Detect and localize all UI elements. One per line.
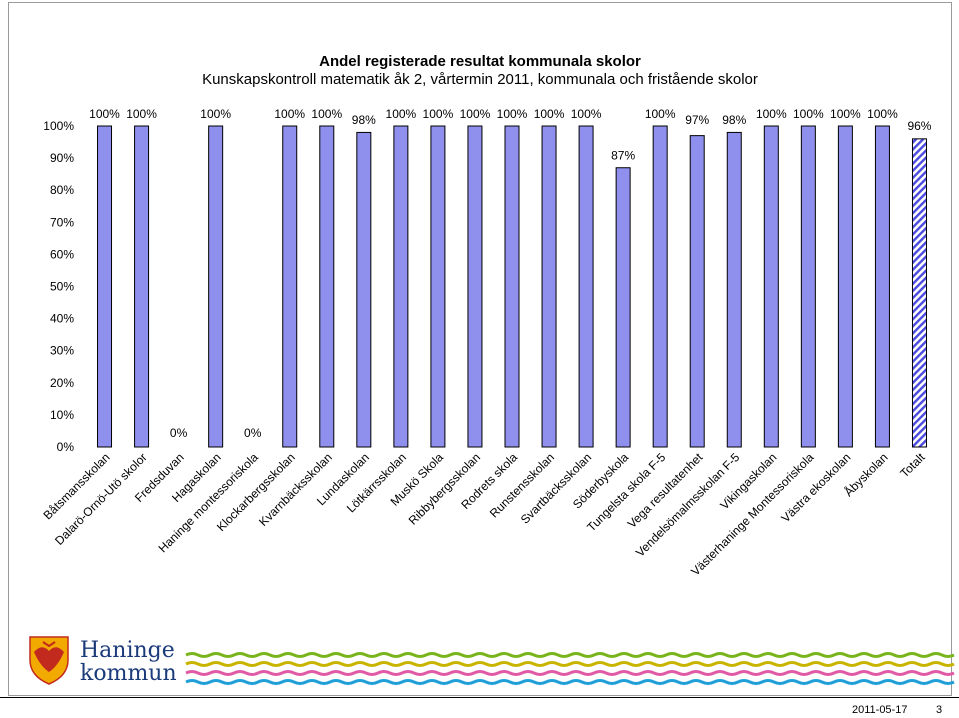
data-label: 100% xyxy=(386,107,417,121)
bar xyxy=(430,125,446,448)
data-label: 0% xyxy=(244,426,262,440)
bar xyxy=(652,125,668,448)
bar xyxy=(763,125,779,448)
data-label: 100% xyxy=(756,107,787,121)
bar xyxy=(800,125,816,448)
bar xyxy=(356,131,372,448)
data-label: 100% xyxy=(311,107,342,121)
data-label: 97% xyxy=(685,113,709,127)
data-label: 100% xyxy=(126,107,157,121)
y-tick-label: 0% xyxy=(57,440,75,454)
data-label: 100% xyxy=(497,107,528,121)
data-label: 98% xyxy=(352,113,376,127)
data-label: 100% xyxy=(274,107,305,121)
y-tick-label: 60% xyxy=(50,247,74,261)
bar xyxy=(689,135,705,448)
data-label: 0% xyxy=(170,426,188,440)
bar xyxy=(837,125,853,448)
y-tick-label: 30% xyxy=(50,344,74,358)
bar xyxy=(134,125,150,448)
bar xyxy=(393,125,409,448)
data-labels: 100% 100% 0% 100% 0% 100% 100% 98% 100% 100% 100% 1… xyxy=(89,107,932,440)
data-label: 100% xyxy=(793,107,824,121)
data-label: 100% xyxy=(200,107,231,121)
coat-of-arms-icon xyxy=(29,636,69,685)
bar xyxy=(578,125,594,448)
data-label: 100% xyxy=(89,107,120,121)
bar xyxy=(504,125,520,448)
data-label: 100% xyxy=(534,107,565,121)
bar xyxy=(541,125,557,448)
x-tick-label: Båtsmansskolan xyxy=(40,450,112,522)
data-label: 100% xyxy=(645,107,676,121)
bar xyxy=(319,125,335,448)
bar xyxy=(97,125,113,448)
data-label: 100% xyxy=(867,107,898,121)
bar xyxy=(726,131,742,448)
page-number: 3 xyxy=(936,704,943,716)
bar xyxy=(874,125,890,448)
chart-frame xyxy=(8,2,952,696)
data-label: 98% xyxy=(722,113,746,127)
decorative-waves xyxy=(185,652,955,685)
logo-line1: Haninge xyxy=(80,638,175,663)
y-tick-label: 90% xyxy=(50,151,74,165)
haninge-logo: Haninge kommun xyxy=(29,636,177,686)
wave-stripe xyxy=(185,679,955,685)
x-tick-label: Totalt xyxy=(897,450,928,481)
chart-title: Andel registerade resultat kommunala sko… xyxy=(319,53,641,70)
data-label: 100% xyxy=(571,107,602,121)
data-label: 87% xyxy=(611,149,635,163)
wave-stripe xyxy=(185,661,955,667)
x-tick-label: Runstensskolan xyxy=(487,450,557,520)
y-tick-label: 80% xyxy=(50,183,74,197)
footer-date: 2011-05-17 xyxy=(852,704,908,716)
data-label: 100% xyxy=(460,107,491,121)
footer-divider xyxy=(0,697,959,698)
bar xyxy=(282,125,298,448)
logo-line2: kommun xyxy=(80,661,177,686)
bars xyxy=(97,125,927,448)
y-tick-label: 40% xyxy=(50,312,74,326)
bar xyxy=(615,167,631,448)
y-tick-label: 70% xyxy=(50,215,74,229)
y-tick-label: 100% xyxy=(43,119,74,133)
data-label: 100% xyxy=(423,107,454,121)
bar-total xyxy=(911,138,927,448)
y-tick-label: 20% xyxy=(50,376,74,390)
bar xyxy=(467,125,483,448)
y-tick-label: 10% xyxy=(50,408,74,422)
y-axis: 0% 10% 20% 30% 40% 50% 60% 70% 80% 90% 100% xyxy=(43,119,74,454)
wave-stripe xyxy=(185,652,955,658)
bar xyxy=(208,125,224,448)
y-tick-label: 50% xyxy=(50,280,74,294)
data-label: 100% xyxy=(830,107,861,121)
wave-stripe xyxy=(185,670,955,676)
data-label: 96% xyxy=(907,119,931,133)
chart-subtitle: Kunskapskontroll matematik åk 2, vårterm… xyxy=(202,71,758,88)
